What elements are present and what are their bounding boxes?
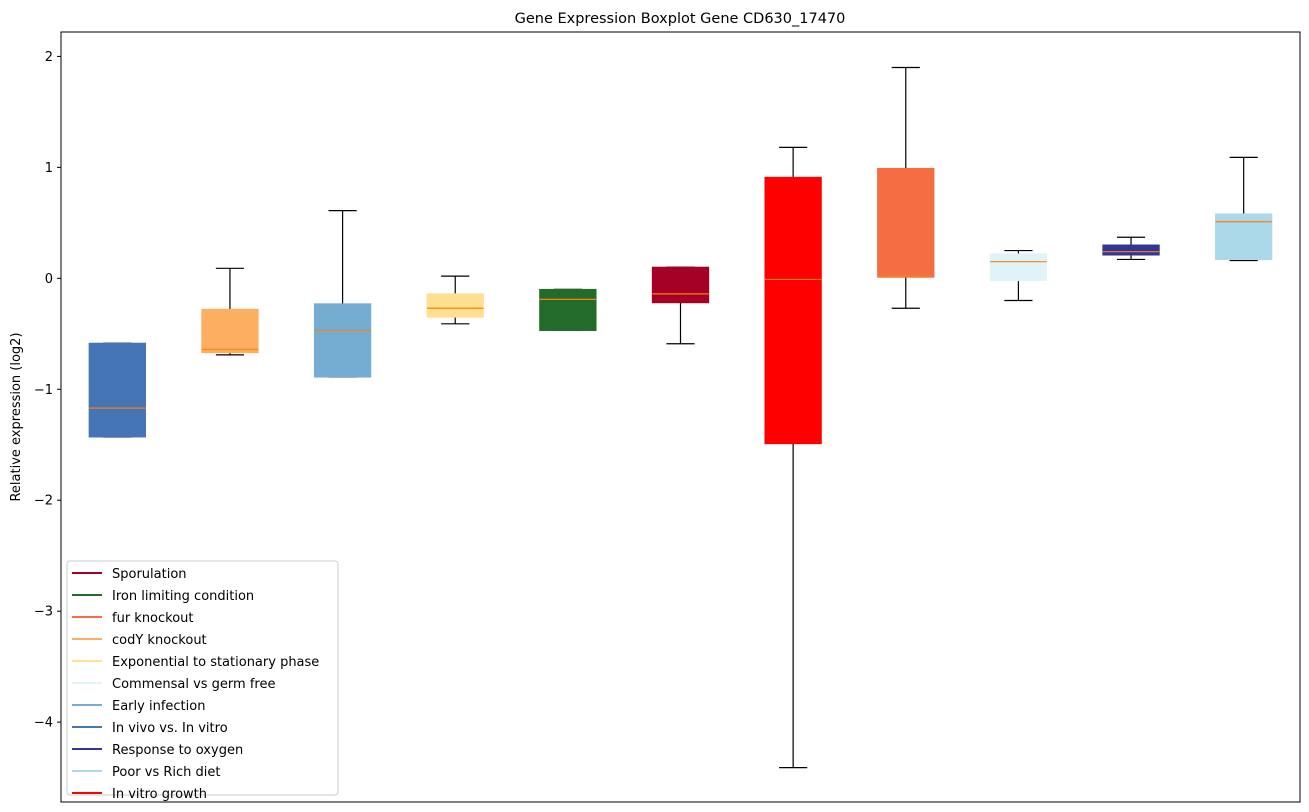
legend-label: fur knockout (112, 611, 194, 626)
y-tick-label: −1 (34, 383, 53, 398)
legend-frame (66, 560, 339, 796)
box-poor-vs-rich-diet (1215, 156, 1273, 262)
legend-label: Poor vs Rich diet (112, 765, 220, 780)
legend-label: Early infection (112, 699, 205, 714)
box-body (1215, 213, 1273, 260)
box-body (88, 342, 146, 438)
legend: Sporulation Iron limiting condition fur kn… (66, 560, 339, 802)
box-cody-knockout (201, 267, 259, 356)
box-commensal-vs-germ-free (989, 249, 1048, 302)
box-in-vitro-growth (764, 146, 822, 769)
box-body (651, 266, 710, 304)
box-body (539, 288, 597, 331)
box-body (764, 176, 822, 445)
y-tick-label: 2 (45, 50, 53, 65)
y-axis: 2 1 0 −1 −2 −3 −4 (34, 50, 61, 731)
legend-label: In vitro growth (112, 787, 207, 802)
boxes (88, 66, 1273, 769)
legend-label: Commensal vs germ free (112, 677, 275, 692)
box-response-to-oxygen (1102, 236, 1160, 261)
box-body (201, 308, 259, 354)
legend-label: Sporulation (112, 567, 187, 582)
chart-title: Gene Expression Boxplot Gene CD630_17470 (515, 11, 846, 27)
legend-label: codY knockout (112, 633, 207, 648)
box-body (313, 303, 372, 378)
box-body (877, 167, 935, 278)
box-body (989, 253, 1048, 282)
y-tick-label: −4 (34, 716, 53, 731)
axes-frame (60, 31, 1301, 803)
box-sporulation (651, 266, 710, 345)
y-tick-label: −2 (34, 494, 53, 509)
legend-label: In vivo vs. In vitro (112, 721, 228, 736)
legend-label: Iron limiting condition (112, 589, 254, 604)
box-fur-knockout (877, 66, 935, 309)
box-body (1102, 244, 1160, 256)
box-exponential-to-stationary-phase (426, 275, 484, 325)
legend-label: Exponential to stationary phase (112, 655, 319, 670)
box-body (426, 293, 484, 318)
box-in-vivo-vs-in-vitro (88, 342, 146, 438)
legend-label: Response to oxygen (112, 743, 243, 758)
y-axis-label: Relative expression (log2) (9, 332, 24, 501)
y-tick-label: 1 (45, 161, 53, 176)
y-tick-label: −3 (34, 605, 53, 620)
y-tick-label: 0 (45, 272, 53, 287)
box-early-infection (313, 210, 372, 378)
box-iron-limiting-condition (539, 288, 597, 332)
